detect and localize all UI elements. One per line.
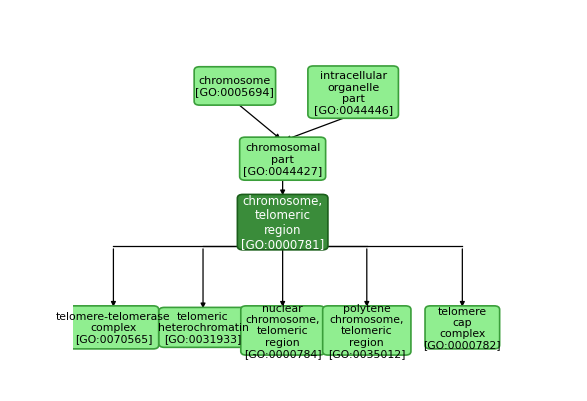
FancyBboxPatch shape <box>308 67 399 119</box>
FancyBboxPatch shape <box>68 306 158 349</box>
Text: intracellular
organelle
part
[GO:0044446]: intracellular organelle part [GO:0044446… <box>313 71 393 115</box>
Text: chromosome
[GO:0005694]: chromosome [GO:0005694] <box>195 76 274 97</box>
Text: telomere
cap
complex
[GO:0000782]: telomere cap complex [GO:0000782] <box>424 306 501 349</box>
FancyBboxPatch shape <box>194 68 275 106</box>
Text: polytene
chromosome,
telomeric
region
[GO:0035012]: polytene chromosome, telomeric region [G… <box>328 303 406 358</box>
Text: chromosomal
part
[GO:0044427]: chromosomal part [GO:0044427] <box>243 143 322 175</box>
FancyBboxPatch shape <box>425 306 500 349</box>
FancyBboxPatch shape <box>239 138 326 181</box>
FancyBboxPatch shape <box>237 195 328 250</box>
Text: chromosome,
telomeric
region
[GO:0000781]: chromosome, telomeric region [GO:0000781… <box>241 194 324 251</box>
FancyBboxPatch shape <box>241 306 325 355</box>
Text: telomere-telomerase
complex
[GO:0070565]: telomere-telomerase complex [GO:0070565] <box>56 312 171 344</box>
Text: nuclear
chromosome,
telomeric
region
[GO:0000784]: nuclear chromosome, telomeric region [GO… <box>244 303 322 358</box>
Text: telomeric
heterochromatin
[GO:0031933]: telomeric heterochromatin [GO:0031933] <box>157 312 248 344</box>
FancyBboxPatch shape <box>159 308 247 348</box>
FancyBboxPatch shape <box>323 306 411 355</box>
